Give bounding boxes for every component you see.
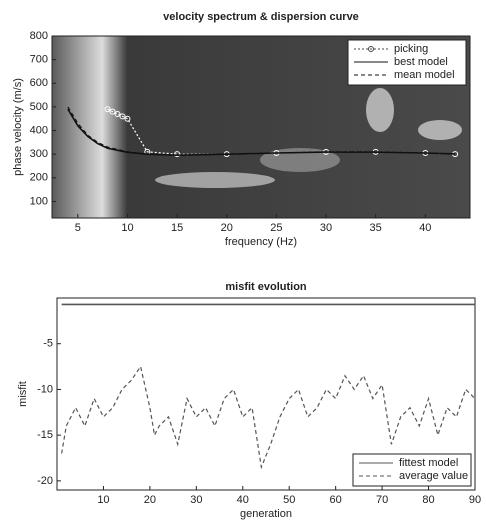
chart-title: misfit evolution — [225, 281, 307, 293]
legend-label: best model — [394, 56, 448, 68]
x-tick-label: 30 — [190, 494, 202, 506]
y-tick-label: 200 — [30, 172, 48, 184]
y-tick-label: -15 — [37, 429, 53, 441]
legend-label: average value — [399, 470, 468, 482]
chart-title: velocity spectrum & dispersion curve — [163, 11, 359, 23]
x-tick-label: 10 — [121, 222, 133, 234]
spectrum-blob — [260, 148, 340, 172]
y-tick-label: 700 — [30, 54, 48, 66]
y-tick-label: -5 — [43, 338, 53, 350]
x-tick-label: 15 — [171, 222, 183, 234]
x-tick-label: 40 — [419, 222, 431, 234]
point — [124, 115, 131, 122]
x-tick-label: 40 — [237, 494, 249, 506]
y-tick-label: 800 — [30, 30, 48, 42]
x-axis-label: frequency (Hz) — [225, 236, 297, 248]
x-tick-label: 10 — [97, 494, 109, 506]
series-line — [67, 106, 456, 156]
x-tick-label: 25 — [270, 222, 282, 234]
legend-label: picking — [394, 43, 428, 55]
series-line — [61, 365, 476, 470]
y-axis-label: phase velocity (m/s) — [12, 78, 24, 176]
x-tick-label: 5 — [75, 222, 81, 234]
x-axis-label: generation — [240, 508, 292, 520]
x-tick-label: 50 — [283, 494, 295, 506]
x-tick-label: 60 — [330, 494, 342, 506]
x-tick-label: 70 — [376, 494, 388, 506]
spectrum-blob — [366, 88, 394, 132]
legend-label: mean model — [394, 69, 455, 81]
x-tick-label: 35 — [370, 222, 382, 234]
y-axis-label: misfit — [17, 381, 29, 407]
y-tick-label: 300 — [30, 148, 48, 160]
x-tick-label: 20 — [144, 494, 156, 506]
x-tick-label: 30 — [320, 222, 332, 234]
x-tick-label: 90 — [469, 494, 481, 506]
point — [109, 108, 116, 115]
legend-box — [352, 453, 472, 487]
point — [174, 151, 181, 158]
y-tick-label: -20 — [37, 475, 53, 487]
spectrum-blob — [155, 172, 275, 188]
y-tick-label: 400 — [30, 124, 48, 136]
y-tick-label: 500 — [30, 101, 48, 113]
legend-label: fittest model — [399, 457, 458, 469]
x-tick-label: 80 — [422, 494, 434, 506]
plot-frame — [56, 297, 476, 491]
y-tick-label: 600 — [30, 77, 48, 89]
spectrum-blob — [418, 120, 462, 140]
point — [119, 113, 126, 120]
point — [114, 111, 121, 117]
legend-marker — [368, 46, 374, 52]
x-tick-label: 20 — [221, 222, 233, 234]
y-tick-label: -10 — [37, 383, 53, 395]
y-tick-label: 100 — [30, 195, 48, 207]
point — [104, 106, 111, 113]
plot-frame — [51, 35, 471, 219]
